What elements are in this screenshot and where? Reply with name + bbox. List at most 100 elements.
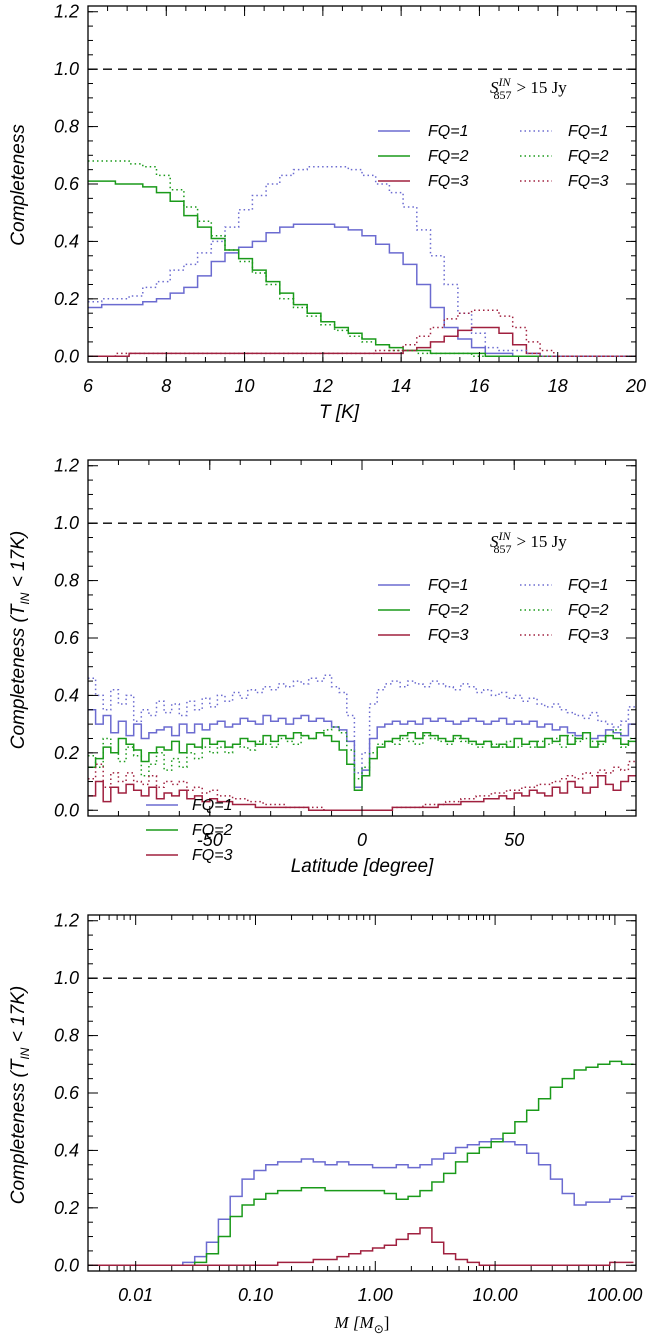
legend: FQ=1 FQ=2 FQ=3 FQ=1 FQ=2 FQ=3 xyxy=(378,577,609,644)
flux-cut-annotation: SIN 857 > 15 Jy xyxy=(490,529,567,556)
y-tick-label: 0.8 xyxy=(54,1026,79,1046)
series-fq2-solid xyxy=(88,731,636,791)
series-fq3-solid xyxy=(88,1227,634,1267)
series-fq2-solid xyxy=(88,1060,634,1267)
plot-frame xyxy=(87,5,637,363)
y-axis-label: Completeness xyxy=(8,124,29,246)
y-tick-label: 0.6 xyxy=(54,628,80,648)
panel-temperature: 6 8 10 12 14 16 18 20 0.0 0.2 0.4 0.6 0.8 1.0 1.2 T [K… xyxy=(8,2,646,423)
x-tick-label: 20 xyxy=(625,376,646,396)
tick-marks xyxy=(87,6,637,362)
x-axis-label: T [K] xyxy=(319,402,360,423)
tick-marks xyxy=(87,460,637,816)
series-fq1-dotted xyxy=(88,674,636,774)
y-tick-label: 0.4 xyxy=(54,231,79,251)
legend-label-fq3-dotted: FQ=3 xyxy=(568,173,609,190)
series-fq3-dotted xyxy=(88,309,636,358)
flux-subscript: 857 xyxy=(494,542,512,556)
plot-area-series xyxy=(88,1060,634,1267)
y-axis-label-rest: < 17K) xyxy=(8,986,29,1048)
legend-label-fq3: FQ=3 xyxy=(428,627,469,644)
x-axis-label-main: M [M xyxy=(334,1313,375,1332)
x-tick-label: 18 xyxy=(548,376,568,396)
flux-symbol: S xyxy=(490,78,499,97)
x-tick-label: 14 xyxy=(391,376,411,396)
x-tick-label: 1.00 xyxy=(358,1285,393,1305)
y-tick-label: 0.2 xyxy=(54,1198,79,1218)
legend: FQ=1 FQ=2 FQ=3 xyxy=(146,797,233,864)
y-tick-label: 0.0 xyxy=(54,346,79,366)
plot-frame xyxy=(87,459,637,817)
flux-symbol: S xyxy=(490,532,499,551)
x-tick-label: 50 xyxy=(504,830,524,850)
y-axis-label-sub: IN xyxy=(18,592,32,604)
legend-label-fq2: FQ=2 xyxy=(428,602,469,619)
y-axis-label-main: Completeness (T xyxy=(8,1058,29,1204)
legend-label-fq3: FQ=3 xyxy=(428,173,469,190)
tick-labels: 0.01 0.10 1.00 10.00 100.00 0.0 0.2 0.4 0.6 0.8 1.… xyxy=(54,911,642,1305)
series-fq3-solid xyxy=(88,326,636,358)
x-tick-label: 8 xyxy=(161,376,171,396)
x-tick-label: 16 xyxy=(469,376,490,396)
y-tick-label: 1.2 xyxy=(54,456,79,476)
legend-label-fq2: FQ=2 xyxy=(192,822,233,839)
tick-labels: 6 8 10 12 14 16 18 20 0.0 0.2 0.4 0.6 0.8 1.0 1.2 xyxy=(54,2,646,396)
plot-frame xyxy=(87,914,637,1272)
y-tick-label: 1.2 xyxy=(54,911,79,931)
series-fq3-dotted xyxy=(88,760,636,812)
legend-label-fq1-dotted: FQ=1 xyxy=(568,577,608,594)
panel-mass: 0.01 0.10 1.00 10.00 100.00 0.0 0.2 0.4 0.6 0.8 1.… xyxy=(8,797,642,1336)
plot-area-series xyxy=(88,674,636,812)
series-fq1-solid xyxy=(88,1138,634,1267)
flux-threshold: > 15 Jy xyxy=(517,78,568,97)
x-axis-label: M [M⊙] xyxy=(334,1313,390,1336)
y-tick-label: 0.4 xyxy=(54,1140,79,1160)
legend-label-fq2-dotted: FQ=2 xyxy=(568,602,609,619)
y-axis-label-main: Completeness (T xyxy=(8,603,29,749)
y-tick-label: 0.2 xyxy=(54,289,79,309)
y-tick-label: 0.0 xyxy=(54,1255,79,1275)
x-axis-label: Latitude [degree] xyxy=(291,856,434,877)
x-tick-label: 10.00 xyxy=(473,1285,518,1305)
legend-label-fq2-dotted: FQ=2 xyxy=(568,148,609,165)
x-axis-label-sub: ⊙ xyxy=(374,1322,384,1336)
x-tick-label: 0.01 xyxy=(118,1285,153,1305)
series-fq2-solid xyxy=(88,180,636,358)
flux-superscript: IN xyxy=(498,75,512,89)
y-tick-label: 1.0 xyxy=(54,513,79,533)
y-tick-label: 1.0 xyxy=(54,59,79,79)
y-tick-label: 1.2 xyxy=(54,2,79,22)
x-tick-label: 0 xyxy=(357,830,367,850)
legend-label-fq1: FQ=1 xyxy=(192,797,232,814)
y-tick-label: 0.2 xyxy=(54,743,79,763)
x-axis-label-rest: ] xyxy=(384,1313,390,1332)
panel-latitude: -50 0 50 0.0 0.2 0.4 0.6 0.8 1.0 1.2 Latitude [de… xyxy=(8,456,637,877)
y-tick-label: 0.4 xyxy=(54,685,79,705)
flux-threshold: > 15 Jy xyxy=(517,532,568,551)
legend-label-fq1: FQ=1 xyxy=(428,577,468,594)
legend-label-fq1-dotted: FQ=1 xyxy=(568,123,608,140)
y-axis-label: Completeness (TIN < 17K) xyxy=(8,531,32,749)
tick-marks xyxy=(87,915,636,1271)
series-fq3-solid xyxy=(88,775,636,812)
flux-cut-annotation: SIN 857 > 15 Jy xyxy=(490,75,567,102)
y-tick-label: 0.6 xyxy=(54,174,80,194)
x-tick-label: 100.00 xyxy=(587,1285,642,1305)
flux-subscript: 857 xyxy=(494,88,512,102)
series-fq2-dotted xyxy=(88,160,636,358)
legend-label-fq3: FQ=3 xyxy=(192,847,233,864)
tick-labels: -50 0 50 0.0 0.2 0.4 0.6 0.8 1.0 1.2 xyxy=(54,456,524,850)
legend: FQ=1 FQ=2 FQ=3 FQ=1 FQ=2 FQ=3 xyxy=(378,123,609,190)
series-fq1-solid xyxy=(88,223,636,358)
series-fq1-dotted xyxy=(88,166,636,358)
legend-label-fq2: FQ=2 xyxy=(428,148,469,165)
y-tick-label: 0.6 xyxy=(54,1083,80,1103)
y-tick-label: 0.8 xyxy=(54,571,79,591)
x-tick-label: 0.10 xyxy=(238,1285,273,1305)
x-tick-label: 10 xyxy=(235,376,255,396)
y-tick-label: 0.8 xyxy=(54,117,79,137)
x-tick-label: 6 xyxy=(83,376,94,396)
legend-label-fq1: FQ=1 xyxy=(428,123,468,140)
plot-area-series xyxy=(88,160,636,358)
